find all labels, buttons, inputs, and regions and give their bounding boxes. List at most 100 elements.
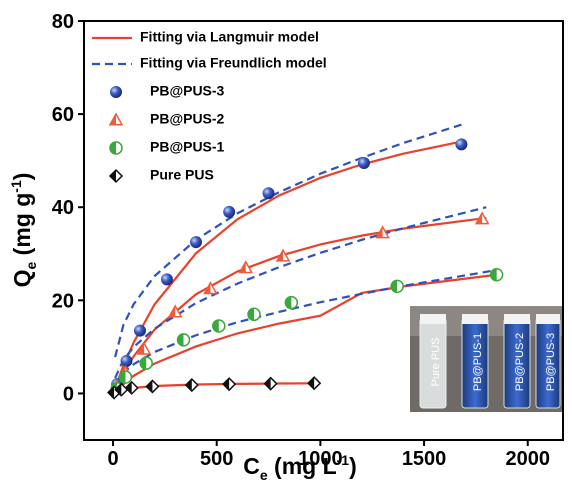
- marker-shape: [110, 170, 116, 182]
- plot-area: [107, 122, 504, 400]
- fit-curve: [114, 206, 487, 379]
- marker: [176, 333, 191, 347]
- fit-curve: [112, 382, 321, 395]
- marker-shape: [357, 156, 370, 169]
- label-part: (mg L: [268, 453, 337, 479]
- marker-shape: [140, 357, 147, 370]
- axes-frame: [83, 20, 564, 441]
- marker: [212, 319, 226, 333]
- marker: [375, 225, 390, 239]
- y-axis-label: Qe (mg g-1): [8, 173, 39, 288]
- label-part: ): [9, 173, 35, 181]
- legend-label: PB@PUS-3: [150, 83, 225, 99]
- marker-shape: [476, 212, 483, 224]
- marker: [275, 248, 291, 262]
- marker: [184, 378, 199, 393]
- y-tick-label: 20: [52, 290, 74, 312]
- marker-shape: [146, 380, 153, 393]
- marker-shape: [185, 379, 192, 392]
- marker: [189, 236, 202, 249]
- marker: [167, 304, 183, 318]
- marker: [136, 341, 152, 355]
- marker: [110, 86, 122, 98]
- marker: [263, 376, 278, 391]
- marker: [247, 307, 261, 322]
- marker-shape: [264, 377, 271, 390]
- y-tick-label: 40: [52, 197, 74, 219]
- marker: [124, 380, 139, 395]
- marker-shape: [285, 296, 292, 309]
- vial-label: PB@PUS-2: [514, 333, 526, 391]
- marker-shape: [115, 383, 122, 396]
- marker-shape: [223, 378, 230, 391]
- marker-shape: [119, 371, 126, 384]
- x-tick-label: 500: [200, 448, 233, 470]
- marker-shape: [133, 324, 146, 337]
- marker: [108, 112, 124, 126]
- marker: [108, 168, 124, 184]
- label-sub: e: [260, 467, 268, 483]
- marker: [474, 211, 490, 225]
- legend: Fitting via Langmuir model Fitting via Fr…: [92, 29, 327, 184]
- marker-shape: [490, 268, 497, 281]
- marker-shape: [189, 236, 202, 249]
- x-axis-label: Ce (mg L-1): [243, 452, 357, 483]
- label-part: ): [349, 453, 357, 479]
- marker-shape: [108, 386, 115, 399]
- marker: [390, 279, 404, 294]
- marker-shape: [125, 381, 132, 394]
- legend-label: PB@PUS-2: [150, 111, 225, 127]
- marker: [139, 356, 153, 370]
- legend-label: Fitting via Freundlich model: [140, 55, 327, 71]
- marker-shape: [455, 138, 468, 151]
- marker: [222, 377, 237, 392]
- marker-shape: [212, 319, 219, 332]
- label-sup: -1: [8, 180, 24, 193]
- marker-shape: [308, 377, 315, 390]
- marker-shape: [160, 273, 173, 286]
- y-tick-label: 80: [52, 11, 74, 33]
- marker: [133, 324, 146, 337]
- legend-label: Fitting via Langmuir model: [140, 29, 319, 45]
- marker-shape: [110, 114, 116, 125]
- x-tick-label: 2000: [505, 448, 550, 470]
- label-part: (mg g: [9, 193, 35, 262]
- marker: [223, 205, 236, 218]
- marker-shape: [277, 250, 284, 261]
- label-sub: e: [23, 262, 39, 270]
- marker: [307, 376, 322, 391]
- label-part: Q: [9, 270, 35, 288]
- marker-shape: [223, 205, 236, 218]
- label-part: C: [243, 453, 260, 479]
- label-sup: -1: [337, 452, 350, 468]
- marker: [284, 295, 299, 310]
- vial-label: Pure PUS: [430, 338, 442, 387]
- x-tick-label: 1500: [402, 448, 447, 470]
- vial-label: PB@PUS-1: [472, 333, 484, 391]
- x-tick-label: 0: [107, 448, 118, 470]
- marker: [489, 267, 504, 282]
- marker: [109, 141, 123, 155]
- marker: [118, 370, 133, 384]
- marker-shape: [110, 142, 116, 154]
- marker: [120, 354, 133, 367]
- marker: [262, 187, 275, 200]
- legend-label: PB@PUS-1: [150, 139, 225, 155]
- marker-shape: [177, 333, 184, 346]
- x-tick-label: 1000: [298, 448, 343, 470]
- marker: [357, 156, 370, 169]
- marker-shape: [120, 354, 133, 367]
- marker-shape: [248, 308, 255, 321]
- vial-label: PB@PUS-3: [545, 333, 557, 391]
- marker: [203, 281, 218, 295]
- marker: [238, 260, 254, 274]
- legend-label: Pure PUS: [150, 167, 214, 183]
- marker: [145, 379, 160, 394]
- marker: [455, 138, 468, 151]
- marker-shape: [391, 280, 398, 293]
- y-tick-label: 0: [63, 383, 74, 405]
- marker-shape: [262, 187, 275, 200]
- marker-shape: [110, 86, 122, 98]
- inset-photo: Pure PUS PB@PUS-1 PB@PUS-2 PB@PUS-3: [410, 306, 562, 412]
